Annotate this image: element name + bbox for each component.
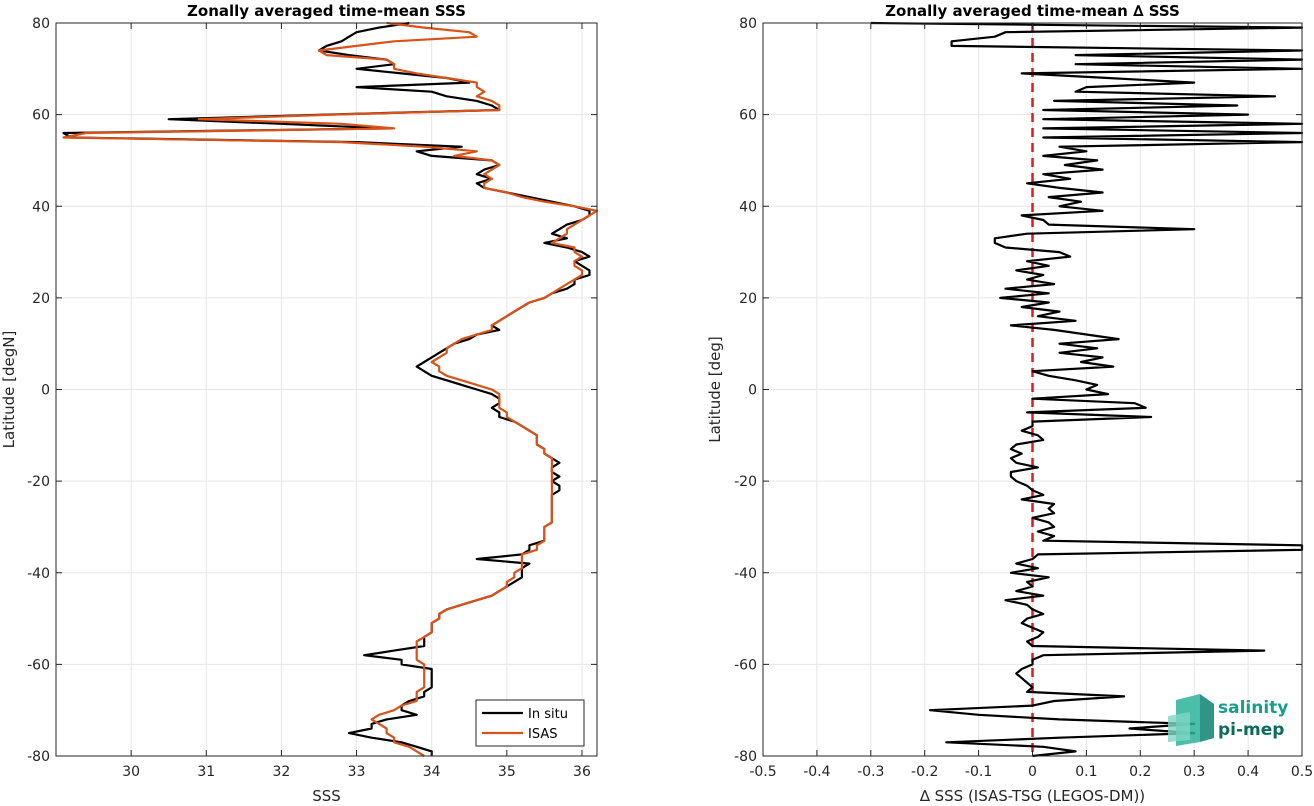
legend-label-in-situ: In situ xyxy=(528,707,568,722)
right-ytick-label-0: -80 xyxy=(734,749,757,765)
left-xtick-label-4: 34 xyxy=(423,764,441,780)
right-chart-ylabel: Latitude [deg] xyxy=(706,336,724,442)
right-xtick-label-8: 0.3 xyxy=(1183,764,1205,780)
left-ytick-label-2: -40 xyxy=(27,566,50,582)
right-ytick-label-8: 80 xyxy=(739,16,757,32)
left-chart-title: Zonally averaged time-mean SSS xyxy=(187,2,466,20)
logo-text-pi-mep: pi-mep xyxy=(1218,720,1284,740)
logo-cube-front xyxy=(1168,712,1190,742)
right-ytick-label-7: 60 xyxy=(739,108,757,124)
logo-cube-right xyxy=(1200,694,1214,742)
right-xtick-label-3: -0.2 xyxy=(911,764,938,780)
left-xtick-label-1: 31 xyxy=(197,764,215,780)
left-chart: 30 31 32 33 34 35 36 -80 -60 -40 -20 0 20 40 60 80 Zonal… xyxy=(0,2,599,805)
left-chart-ylabel: Latitude [degN] xyxy=(0,331,18,449)
right-chart-xlabel: ∆ SSS (ISAS-TSG (LEGOS-DM)) xyxy=(919,787,1145,805)
right-chart-title: Zonally averaged time-mean ∆ SSS xyxy=(885,2,1180,20)
right-series-line-0 xyxy=(870,21,1304,758)
right-xtick-label-0: -0.5 xyxy=(749,764,776,780)
right-xtick-label-9: 0.4 xyxy=(1237,764,1259,780)
left-ytick-label-8: 80 xyxy=(32,16,50,32)
right-ytick-label-4: 0 xyxy=(748,383,757,399)
legend-label-isas: ISAS xyxy=(528,727,557,742)
right-ytick-label-5: 20 xyxy=(739,291,757,307)
left-ytick-label-1: -60 xyxy=(27,657,50,673)
left-ytick-label-4: 0 xyxy=(41,383,50,399)
logo-text-salinity: salinity xyxy=(1218,698,1288,718)
left-chart-legend: In situ ISAS xyxy=(475,699,585,747)
left-xtick-label-2: 32 xyxy=(273,764,291,780)
right-xtick-label-2: -0.3 xyxy=(857,764,884,780)
left-ytick-label-6: 40 xyxy=(32,199,50,215)
legend-box xyxy=(475,699,585,747)
left-xtick-label-6: 36 xyxy=(573,764,591,780)
left-ytick-label-7: 60 xyxy=(32,108,50,124)
right-ytick-label-2: -40 xyxy=(734,566,757,582)
left-xtick-label-5: 35 xyxy=(498,764,516,780)
left-ytick-label-0: -80 xyxy=(27,749,50,765)
right-xtick-label-5: 0 xyxy=(1028,764,1037,780)
left-xtick-label-3: 33 xyxy=(348,764,366,780)
left-series-line-isas xyxy=(62,21,599,757)
right-xtick-label-1: -0.4 xyxy=(803,764,830,780)
right-ytick-label-3: -20 xyxy=(734,474,757,490)
left-ytick-label-3: -20 xyxy=(27,474,50,490)
right-xtick-label-4: -0.1 xyxy=(965,764,992,780)
left-xtick-label-0: 30 xyxy=(122,764,140,780)
right-xtick-label-10: 0.5 xyxy=(1291,764,1313,780)
right-ytick-label-1: -60 xyxy=(734,657,757,673)
right-ytick-label-6: 40 xyxy=(739,199,757,215)
right-chart: -0.5 -0.4 -0.3 -0.2 -0.1 0 0.1 0.2 0.3 0.4 0.5 -80 -… xyxy=(706,2,1313,805)
left-chart-xlabel: SSS xyxy=(312,787,341,805)
salinity-pi-mep-logo: salinity pi-mep xyxy=(1168,694,1288,746)
right-xtick-label-7: 0.2 xyxy=(1129,764,1151,780)
right-xtick-label-6: 0.1 xyxy=(1075,764,1097,780)
left-ytick-label-5: 20 xyxy=(32,291,50,307)
